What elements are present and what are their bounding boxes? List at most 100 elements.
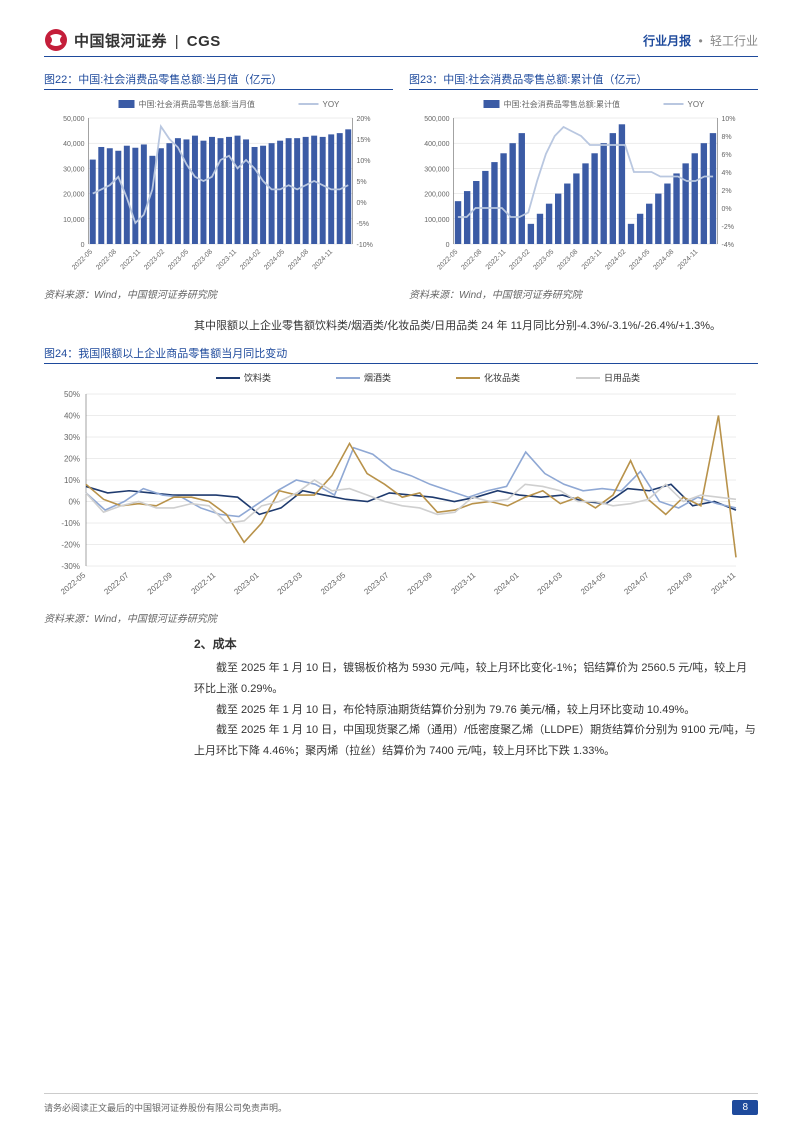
svg-text:饮料类: 饮料类: [244, 372, 271, 383]
svg-text:2024-05: 2024-05: [263, 248, 286, 271]
logo-area: 中国银河证券 | CGS: [44, 28, 221, 52]
svg-text:2022-08: 2022-08: [460, 248, 483, 271]
svg-text:0: 0: [81, 242, 85, 249]
svg-text:2024-11: 2024-11: [311, 248, 334, 271]
svg-text:15%: 15%: [357, 137, 371, 144]
page-footer: 请务必阅读正文最后的中国银河证券股份有限公司免责声明。 8: [44, 1093, 758, 1115]
page-number: 8: [732, 1100, 758, 1115]
svg-text:2023-02: 2023-02: [143, 248, 166, 271]
svg-text:20%: 20%: [357, 116, 371, 123]
svg-text:-2%: -2%: [722, 224, 734, 231]
svg-text:8%: 8%: [722, 134, 732, 141]
industry: 轻工行业: [710, 34, 758, 48]
svg-text:200,000: 200,000: [424, 192, 449, 199]
svg-text:100,000: 100,000: [424, 217, 449, 224]
svg-text:2024-02: 2024-02: [604, 248, 627, 271]
svg-text:YOY: YOY: [323, 100, 341, 109]
svg-text:中国:社会消费品零售总额:累计值: 中国:社会消费品零售总额:累计值: [504, 99, 620, 109]
svg-text:2022-05: 2022-05: [59, 570, 88, 596]
svg-text:2022-11: 2022-11: [119, 248, 142, 271]
svg-text:4%: 4%: [722, 170, 732, 177]
svg-text:2024-11: 2024-11: [709, 570, 737, 596]
sep: •: [698, 34, 702, 48]
section2-p3: 截至 2025 年 1 月 10 日，中国现货聚乙烯（通用）/低密度聚乙烯（LL…: [194, 720, 758, 762]
svg-text:-10%: -10%: [357, 242, 373, 249]
svg-text:500,000: 500,000: [424, 116, 449, 123]
svg-text:2023-11: 2023-11: [449, 570, 477, 596]
svg-text:2024-08: 2024-08: [652, 248, 675, 271]
svg-text:中国:社会消费品零售总额:当月值: 中国:社会消费品零售总额:当月值: [139, 99, 255, 109]
svg-text:化妆品类: 化妆品类: [484, 372, 520, 383]
chart23-source: 资料来源：Wind，中国银河证券研究院: [409, 286, 758, 301]
svg-text:2024-11: 2024-11: [677, 248, 700, 271]
svg-text:2024-03: 2024-03: [536, 570, 565, 596]
section2-p1: 截至 2025 年 1 月 10 日，镀锡板价格为 5930 元/吨，较上月环比…: [194, 658, 758, 700]
chart22-source: 资料来源：Wind，中国银河证券研究院: [44, 286, 393, 301]
svg-text:2023-05: 2023-05: [167, 248, 190, 271]
svg-text:6%: 6%: [722, 152, 732, 159]
logo-en: CGS: [187, 33, 221, 50]
svg-text:-4%: -4%: [722, 242, 734, 249]
svg-text:2024-05: 2024-05: [628, 248, 651, 271]
logo-cn: 中国银河证券: [74, 33, 167, 50]
svg-text:10%: 10%: [722, 116, 736, 123]
svg-text:30%: 30%: [64, 433, 80, 442]
svg-text:2024-05: 2024-05: [579, 570, 608, 596]
svg-text:2023-09: 2023-09: [406, 570, 435, 596]
svg-text:50%: 50%: [64, 390, 80, 399]
svg-text:40,000: 40,000: [63, 141, 85, 148]
chart22-block: 图22：中国:社会消费品零售总额:当月值（亿元） 中国:社会消费品零售总额:当月…: [44, 71, 393, 309]
chart23-svg: 中国:社会消费品零售总额:累计值 YOY 0 100,000 200,000 300,00…: [409, 94, 758, 284]
svg-text:2024-01: 2024-01: [492, 570, 521, 596]
svg-text:2024-09: 2024-09: [666, 570, 695, 596]
svg-text:2%: 2%: [722, 188, 732, 195]
svg-text:-20%: -20%: [61, 540, 80, 549]
cgs-logo-icon: [44, 28, 68, 52]
chart23-block: 图23：中国:社会消费品零售总额:累计值（亿元） 中国:社会消费品零售总额:累计…: [409, 71, 758, 309]
svg-text:-5%: -5%: [357, 221, 369, 228]
svg-text:2024-07: 2024-07: [622, 570, 651, 596]
logo-text: 中国银河证券 | CGS: [74, 30, 221, 51]
svg-text:30,000: 30,000: [63, 166, 85, 173]
svg-text:2023-05: 2023-05: [319, 570, 348, 596]
svg-text:10,000: 10,000: [63, 217, 85, 224]
chart24-title: 图24：我国限额以上企业商品零售额当月同比变动: [44, 345, 758, 364]
svg-text:20%: 20%: [64, 454, 80, 463]
chart23-title: 图23：中国:社会消费品零售总额:累计值（亿元）: [409, 71, 758, 90]
chart22-title: 图22：中国:社会消费品零售总额:当月值（亿元）: [44, 71, 393, 90]
svg-text:2023-08: 2023-08: [556, 248, 579, 271]
svg-text:0: 0: [446, 242, 450, 249]
svg-text:2023-11: 2023-11: [215, 248, 238, 271]
body-paragraph-1: 其中限额以上企业零售额饮料类/烟酒类/化妆品类/日用品类 24 年 11月同比分…: [194, 317, 758, 337]
svg-text:2022-09: 2022-09: [146, 570, 175, 596]
svg-text:2023-08: 2023-08: [191, 248, 214, 271]
header-right: 行业月报 • 轻工行业: [643, 32, 758, 49]
svg-text:2023-07: 2023-07: [362, 570, 391, 596]
svg-text:2022-07: 2022-07: [102, 570, 131, 596]
svg-text:2023-01: 2023-01: [232, 570, 261, 596]
svg-text:10%: 10%: [64, 476, 80, 485]
svg-text:-10%: -10%: [61, 519, 80, 528]
svg-text:300,000: 300,000: [424, 166, 449, 173]
svg-text:2023-03: 2023-03: [276, 570, 305, 596]
svg-text:5%: 5%: [357, 179, 367, 186]
svg-text:2023-02: 2023-02: [508, 248, 531, 271]
svg-text:0%: 0%: [357, 200, 367, 207]
disclaimer: 请务必阅读正文最后的中国银河证券股份有限公司免责声明。: [44, 1101, 287, 1114]
section2-heading: 2、成本: [194, 635, 758, 652]
svg-text:-30%: -30%: [61, 562, 80, 571]
charts-row-top: 图22：中国:社会消费品零售总额:当月值（亿元） 中国:社会消费品零售总额:当月…: [44, 71, 758, 309]
svg-text:2022-11: 2022-11: [485, 248, 508, 271]
svg-text:50,000: 50,000: [63, 116, 85, 123]
svg-text:2022-11: 2022-11: [189, 570, 217, 596]
svg-text:2023-11: 2023-11: [581, 248, 604, 271]
svg-text:YOY: YOY: [688, 100, 706, 109]
svg-text:日用品类: 日用品类: [604, 372, 640, 383]
svg-text:2022-05: 2022-05: [436, 248, 459, 271]
svg-text:10%: 10%: [357, 158, 371, 165]
chart24-block: 图24：我国限额以上企业商品零售额当月同比变动 饮料类烟酒类化妆品类日用品类-3…: [44, 345, 758, 625]
svg-text:2024-08: 2024-08: [287, 248, 310, 271]
svg-text:20,000: 20,000: [63, 192, 85, 199]
svg-text:40%: 40%: [64, 411, 80, 420]
doc-type: 行业月报: [643, 34, 691, 48]
